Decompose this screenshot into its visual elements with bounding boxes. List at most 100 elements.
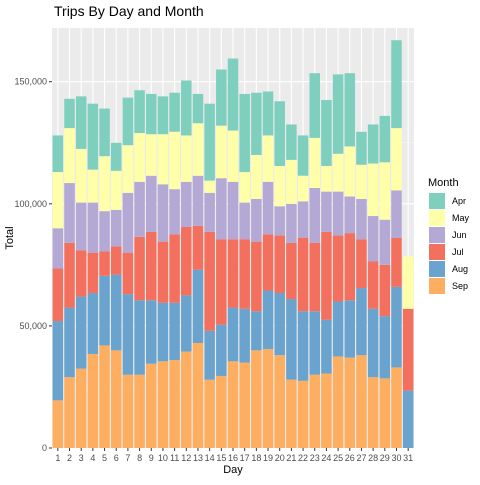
bar-segment-jun-day-4 xyxy=(88,203,99,253)
legend-label-aug: Aug xyxy=(452,264,468,274)
bar-segment-aug-day-5 xyxy=(99,276,110,346)
bar-segment-aug-day-18 xyxy=(251,311,262,350)
bar-segment-jun-day-3 xyxy=(76,203,87,251)
bar-segment-jun-day-7 xyxy=(123,193,134,253)
bar-segment-sep-day-2 xyxy=(64,377,75,448)
x-tick-label: 5 xyxy=(102,453,107,463)
legend-key-sep xyxy=(429,278,445,294)
bar-segment-apr-day-17 xyxy=(239,94,250,172)
bar-segment-sep-day-22 xyxy=(298,381,309,448)
bar-segment-jul-day-29 xyxy=(380,265,391,316)
bar-segment-apr-day-18 xyxy=(251,93,262,155)
bar-segment-apr-day-10 xyxy=(158,96,169,134)
x-tick-label: 20 xyxy=(275,453,285,463)
legend-key-may xyxy=(429,210,445,226)
legend-key-aug xyxy=(429,261,445,277)
bar-segment-may-day-30 xyxy=(391,128,402,190)
bar-segment-aug-day-30 xyxy=(391,287,402,368)
bar-segment-apr-day-13 xyxy=(193,94,204,123)
bar-segment-aug-day-17 xyxy=(239,309,250,363)
legend-key-jul xyxy=(429,244,445,260)
bar-segment-jul-day-6 xyxy=(111,247,122,275)
bar-segment-apr-day-1 xyxy=(53,135,64,172)
bar-segment-jul-day-25 xyxy=(333,236,344,302)
y-tick-label: 150,000 xyxy=(14,77,47,87)
bar-segment-may-day-9 xyxy=(146,134,157,176)
bar-segment-aug-day-20 xyxy=(274,293,285,355)
bar-segment-sep-day-1 xyxy=(53,400,64,448)
bar-segment-sep-day-19 xyxy=(263,349,274,448)
bar-segment-jun-day-8 xyxy=(134,182,145,237)
x-tick-label: 15 xyxy=(216,453,226,463)
x-tick-label: 14 xyxy=(205,453,215,463)
bar-segment-may-day-15 xyxy=(216,126,227,178)
x-axis-label: Day xyxy=(223,464,243,476)
bar-segment-jul-day-16 xyxy=(228,239,239,307)
bar-segment-apr-day-22 xyxy=(298,135,309,175)
bar-segment-may-day-27 xyxy=(356,165,367,199)
bar-segment-apr-day-9 xyxy=(146,94,157,134)
legend-label-apr: Apr xyxy=(452,196,466,206)
x-tick-label: 19 xyxy=(263,453,273,463)
bar-segment-aug-day-16 xyxy=(228,308,239,362)
bar-segment-aug-day-27 xyxy=(356,288,367,355)
bar-segment-may-day-21 xyxy=(286,160,297,204)
x-tick-label: 4 xyxy=(90,453,95,463)
bar-segment-apr-day-15 xyxy=(216,70,227,126)
bar-segment-may-day-29 xyxy=(380,162,391,219)
x-tick-label: 2 xyxy=(67,453,72,463)
bar-segment-sep-day-24 xyxy=(321,374,332,448)
bar-segment-sep-day-21 xyxy=(286,380,297,448)
bar-segment-jun-day-15 xyxy=(216,178,227,239)
bar-segment-may-day-10 xyxy=(158,134,169,184)
bar-segment-aug-day-15 xyxy=(216,325,227,376)
bar-segment-jun-day-16 xyxy=(228,182,239,239)
bar-segment-jul-day-17 xyxy=(239,239,250,309)
bar-segment-may-day-14 xyxy=(204,181,215,193)
bar-segment-sep-day-3 xyxy=(76,369,87,448)
bar-segment-apr-day-21 xyxy=(286,124,297,159)
bar-segment-jul-day-5 xyxy=(99,251,110,275)
bar-segment-jul-day-7 xyxy=(123,253,134,295)
bar-segment-apr-day-2 xyxy=(64,99,75,128)
bar-segment-may-day-5 xyxy=(99,156,110,211)
bar-segment-apr-day-11 xyxy=(169,93,180,132)
bar-segment-jul-day-24 xyxy=(321,232,332,320)
y-axis-label: Total xyxy=(4,226,16,249)
bar-segment-may-day-4 xyxy=(88,170,99,203)
bar-segment-jul-day-31 xyxy=(403,309,414,391)
x-tick-label: 26 xyxy=(345,453,355,463)
bar-segment-may-day-2 xyxy=(64,128,75,183)
bar-segment-sep-day-5 xyxy=(99,345,110,448)
x-tick-label: 1 xyxy=(55,453,60,463)
x-tick-label: 25 xyxy=(333,453,343,463)
bar-segment-aug-day-22 xyxy=(298,311,309,381)
bar-segment-may-day-13 xyxy=(193,123,204,176)
bar-segment-jul-day-3 xyxy=(76,250,87,296)
bar-segment-jul-day-19 xyxy=(263,234,274,290)
bar-segment-jun-day-2 xyxy=(64,183,75,243)
bar-segment-may-day-3 xyxy=(76,149,87,203)
bar-segment-aug-day-2 xyxy=(64,308,75,378)
x-tick-label: 9 xyxy=(149,453,154,463)
bar-segment-aug-day-11 xyxy=(169,303,180,360)
x-tick-label: 23 xyxy=(310,453,320,463)
bar-segment-may-day-25 xyxy=(333,154,344,192)
bar-segment-aug-day-4 xyxy=(88,293,99,354)
bar-segment-apr-day-8 xyxy=(134,90,145,133)
x-tick-label: 10 xyxy=(158,453,168,463)
bar-segment-aug-day-6 xyxy=(111,275,122,351)
bar-segment-sep-day-17 xyxy=(239,363,250,448)
bar-segment-jun-day-5 xyxy=(99,211,110,251)
x-tick-label: 8 xyxy=(137,453,142,463)
bar-segment-jul-day-27 xyxy=(356,239,367,288)
bar-segment-aug-day-13 xyxy=(193,270,204,343)
bar-segment-may-day-8 xyxy=(134,133,145,182)
x-tick-label: 22 xyxy=(298,453,308,463)
bar-segment-apr-day-27 xyxy=(356,132,367,165)
legend-title: Month xyxy=(428,177,459,189)
x-tick-label: 24 xyxy=(321,453,331,463)
bar-segment-jul-day-9 xyxy=(146,232,157,300)
bar-segment-jun-day-27 xyxy=(356,199,367,239)
